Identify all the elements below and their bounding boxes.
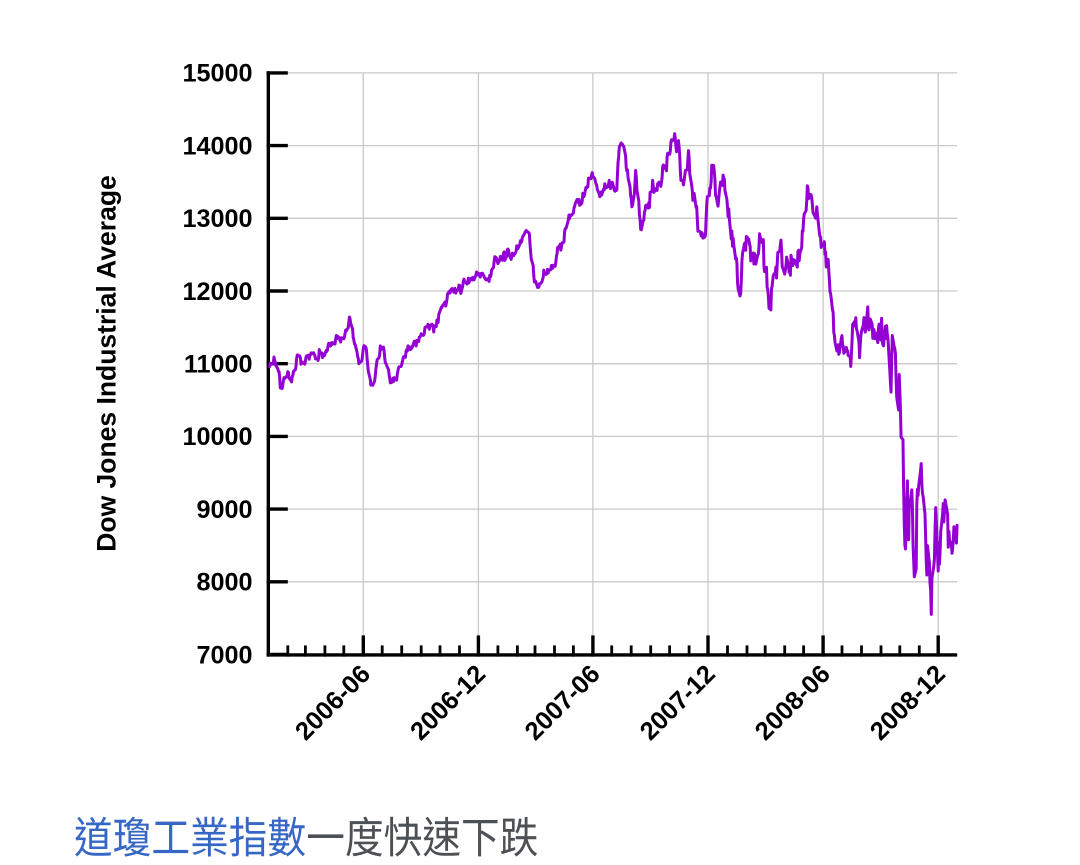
svg-text:7000: 7000 [196,641,252,669]
svg-text:Dow Jones Industrial Average: Dow Jones Industrial Average [92,175,122,552]
svg-text:13000: 13000 [182,205,252,233]
svg-text:12000: 12000 [182,278,252,306]
svg-text:9000: 9000 [196,496,252,524]
svg-text:11000: 11000 [184,351,253,379]
svg-text:10000: 10000 [182,423,252,451]
svg-text:15000: 15000 [182,60,252,88]
svg-text:8000: 8000 [196,569,252,597]
svg-text:14000: 14000 [182,132,252,160]
